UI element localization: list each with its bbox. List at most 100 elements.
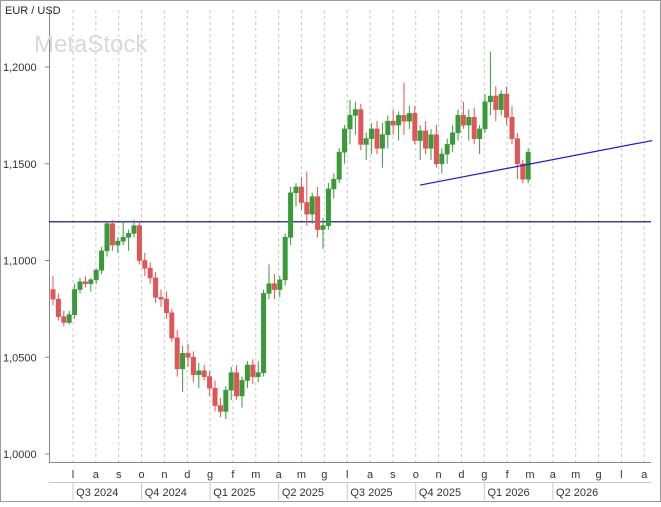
candle bbox=[126, 229, 132, 251]
candle bbox=[61, 310, 67, 327]
month-label: s bbox=[116, 469, 122, 481]
candle-body bbox=[293, 186, 299, 194]
candle-body bbox=[174, 337, 180, 370]
month-label: m bbox=[525, 469, 534, 481]
candle-body bbox=[261, 293, 267, 374]
candle bbox=[185, 343, 191, 367]
candle bbox=[72, 283, 78, 319]
candle bbox=[482, 94, 488, 133]
candle-body bbox=[93, 269, 99, 281]
candle bbox=[504, 86, 510, 126]
candle-body bbox=[379, 134, 385, 149]
candle bbox=[423, 121, 429, 155]
candle-body bbox=[525, 151, 531, 180]
candle bbox=[223, 386, 229, 420]
month-label: g bbox=[207, 469, 213, 481]
month-label: m bbox=[297, 469, 306, 481]
candle bbox=[514, 132, 520, 180]
candle-body bbox=[109, 223, 115, 246]
candle-body bbox=[50, 289, 56, 300]
candle bbox=[261, 289, 267, 377]
candle-body bbox=[315, 196, 321, 230]
candle-body bbox=[331, 178, 337, 190]
month-label: l bbox=[72, 469, 74, 481]
candle-body bbox=[282, 236, 288, 281]
candle-body bbox=[374, 128, 380, 149]
candle-body bbox=[520, 163, 526, 180]
candle bbox=[196, 363, 202, 389]
candle bbox=[147, 262, 153, 284]
candle bbox=[174, 330, 180, 377]
candle-body bbox=[239, 380, 245, 397]
candle bbox=[325, 183, 331, 230]
candle bbox=[433, 125, 439, 168]
quarter-label: Q2 2025 bbox=[282, 487, 324, 499]
candle-body bbox=[99, 250, 105, 271]
candle-body bbox=[180, 353, 186, 370]
candle-body bbox=[266, 283, 272, 294]
candle bbox=[239, 376, 245, 408]
price-tick-label: 1,0500 bbox=[3, 352, 37, 364]
candle-body bbox=[487, 95, 493, 103]
candle bbox=[93, 268, 99, 284]
candle-body bbox=[342, 128, 348, 153]
month-label: s bbox=[390, 469, 396, 481]
candle-body bbox=[428, 134, 434, 149]
candle bbox=[207, 370, 213, 396]
candle bbox=[266, 264, 272, 300]
candle-body bbox=[244, 364, 250, 381]
candle-body bbox=[450, 132, 456, 145]
candle-body bbox=[169, 312, 175, 339]
candlestick-series bbox=[50, 51, 531, 420]
candle-body bbox=[255, 372, 261, 377]
quarter-label: Q1 2026 bbox=[487, 487, 529, 499]
candle-body bbox=[514, 138, 520, 165]
candle-body bbox=[153, 277, 159, 298]
candle bbox=[347, 99, 353, 145]
candle-body bbox=[471, 117, 477, 139]
candle bbox=[396, 111, 402, 141]
month-label: a bbox=[550, 469, 557, 481]
candle bbox=[439, 148, 445, 174]
candle-body bbox=[401, 115, 407, 122]
quarter-label: Q4 2024 bbox=[145, 487, 187, 499]
candle-body bbox=[455, 115, 461, 134]
candle-body bbox=[396, 115, 402, 126]
candle bbox=[142, 252, 148, 276]
candle bbox=[109, 219, 115, 251]
month-label: d bbox=[458, 469, 464, 481]
month-label: o bbox=[413, 469, 419, 481]
candle-body bbox=[201, 370, 207, 377]
candle bbox=[228, 366, 234, 400]
candle bbox=[487, 51, 493, 116]
candle bbox=[153, 272, 159, 304]
quarter-label: Q2 2026 bbox=[556, 487, 598, 499]
month-label: a bbox=[641, 469, 648, 481]
candle bbox=[115, 237, 121, 253]
candle-body bbox=[385, 120, 391, 136]
candle-body bbox=[498, 93, 504, 110]
month-label: f bbox=[231, 469, 235, 481]
candle bbox=[320, 217, 326, 249]
candle bbox=[498, 90, 504, 116]
candle bbox=[406, 105, 412, 129]
month-label: d bbox=[184, 469, 190, 481]
candle bbox=[212, 380, 218, 412]
chart-title: EUR / USD bbox=[5, 5, 61, 17]
candle bbox=[460, 101, 466, 129]
candle bbox=[493, 86, 499, 122]
price-tick-label: 1,0000 bbox=[3, 449, 37, 461]
candle-body bbox=[196, 370, 202, 375]
candle-body bbox=[352, 109, 358, 116]
month-label: m bbox=[571, 469, 580, 481]
candle-body bbox=[115, 240, 121, 246]
candle bbox=[131, 219, 137, 238]
candle-body bbox=[250, 364, 256, 377]
month-label: n bbox=[436, 469, 442, 481]
candle-body bbox=[460, 115, 466, 126]
candle-body bbox=[228, 372, 234, 391]
month-label: g bbox=[321, 469, 327, 481]
candle-body bbox=[363, 138, 369, 145]
candle bbox=[309, 192, 315, 224]
